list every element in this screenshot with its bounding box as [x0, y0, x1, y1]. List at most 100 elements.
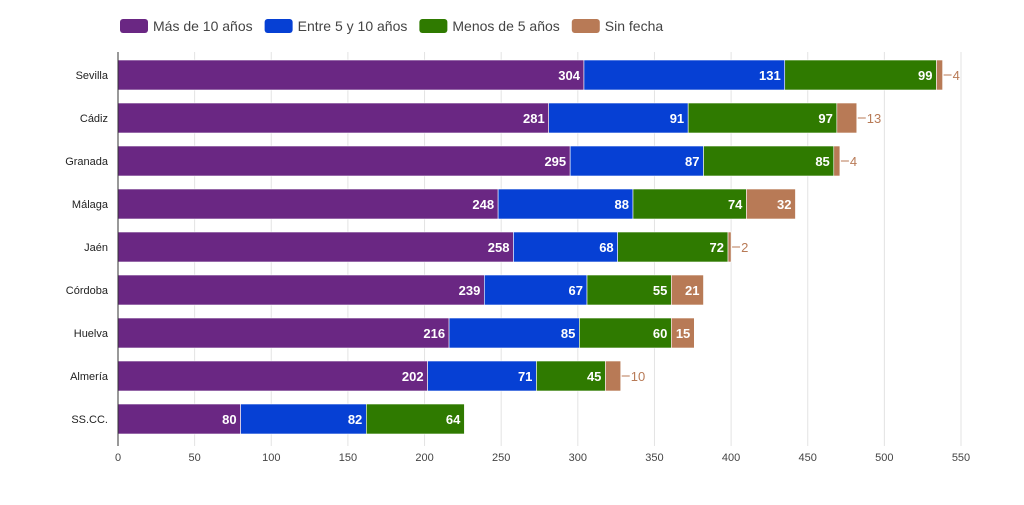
data-label: 85: [815, 154, 829, 169]
category-label: Córdoba: [66, 285, 109, 297]
category-label: Almería: [70, 371, 109, 383]
data-label: 87: [685, 154, 699, 169]
data-labels: 304 131 99 4 281 91 97 13 295 87 85 4 248 88 74 32 258 68…: [222, 68, 960, 427]
bar-sin-fecha: [833, 145, 841, 177]
bar-menos-de-5-a-os: [632, 188, 747, 220]
x-axis-ticks: 0 50 100 150 200 250 300 350 400 450 500 550: [115, 452, 970, 464]
bar-entre-5-y-10-a-os: [427, 360, 537, 392]
data-label: 97: [818, 111, 832, 126]
data-label: 64: [446, 412, 461, 427]
x-tick-label: 400: [722, 452, 740, 464]
data-label: 91: [670, 111, 684, 126]
bar-entre-5-y-10-a-os: [484, 274, 588, 306]
bar-menos-de-5-a-os: [366, 403, 465, 435]
bar-sin-fecha: [671, 274, 704, 306]
bar-entre-5-y-10-a-os: [497, 188, 634, 220]
bar-entre-5-y-10-a-os: [448, 317, 580, 349]
data-label: 45: [587, 369, 601, 384]
data-label: 85: [561, 326, 575, 341]
bar-menos-de-5-a-os: [703, 145, 835, 177]
data-label: 80: [222, 412, 236, 427]
data-label: 2: [741, 240, 748, 255]
x-tick-label: 500: [875, 452, 893, 464]
category-labels: Sevilla Cádiz Granada Málaga Jaén Córdoba Huel…: [65, 70, 109, 426]
bar-m-s-de-10-a-os: [117, 231, 514, 263]
bar-sin-fecha: [605, 360, 622, 392]
bar-m-s-de-10-a-os: [117, 274, 485, 306]
data-label: 74: [728, 197, 743, 212]
data-label: 216: [423, 326, 445, 341]
x-tick-label: 550: [952, 452, 970, 464]
category-label: Cádiz: [80, 113, 108, 125]
legend-swatch: [264, 19, 293, 33]
bar-m-s-de-10-a-os: [117, 145, 571, 177]
legend-label: Menos de 5 años: [452, 18, 559, 34]
bar-entre-5-y-10-a-os: [548, 102, 689, 134]
bar-m-s-de-10-a-os: [117, 317, 450, 349]
data-label: 55: [653, 283, 667, 298]
data-label: 67: [569, 283, 583, 298]
legend-label: Sin fecha: [605, 18, 664, 34]
x-tick-label: 0: [115, 452, 121, 464]
category-label: Sevilla: [76, 70, 109, 82]
bar-entre-5-y-10-a-os: [569, 145, 704, 177]
bar-entre-5-y-10-a-os: [513, 231, 618, 263]
data-label: 72: [710, 240, 724, 255]
bar-m-s-de-10-a-os: [117, 360, 428, 392]
category-label: Granada: [65, 156, 109, 168]
bar-menos-de-5-a-os: [579, 317, 672, 349]
data-label: 88: [615, 197, 629, 212]
data-label: 131: [759, 68, 781, 83]
data-label: 202: [402, 369, 424, 384]
bar-entre-5-y-10-a-os: [240, 403, 367, 435]
bar-sin-fecha: [746, 188, 796, 220]
bar-m-s-de-10-a-os: [117, 102, 549, 134]
category-label: Málaga: [72, 199, 109, 211]
legend: Más de 10 años Entre 5 y 10 años Menos de …: [120, 18, 663, 34]
data-label: 10: [631, 369, 645, 384]
data-label: 32: [777, 197, 791, 212]
data-label: 99: [918, 68, 932, 83]
data-label: 4: [953, 68, 960, 83]
category-label: SS.CC.: [71, 414, 108, 426]
legend-swatch: [120, 19, 148, 33]
x-tick-label: 150: [339, 452, 357, 464]
legend-swatch: [419, 19, 448, 33]
bar-m-s-de-10-a-os: [117, 59, 585, 91]
data-label: 295: [544, 154, 566, 169]
data-label: 304: [558, 68, 580, 83]
data-label: 248: [472, 197, 494, 212]
legend-swatch: [571, 19, 600, 33]
bar-menos-de-5-a-os: [784, 59, 937, 91]
data-label: 239: [459, 283, 481, 298]
bar-entre-5-y-10-a-os: [583, 59, 786, 91]
data-label: 281: [523, 111, 545, 126]
bar-group: [117, 59, 943, 435]
data-label: 13: [867, 111, 881, 126]
bar-menos-de-5-a-os: [617, 231, 729, 263]
data-label: 15: [676, 326, 690, 341]
x-tick-label: 250: [492, 452, 510, 464]
bar-menos-de-5-a-os: [687, 102, 838, 134]
legend-label: Entre 5 y 10 años: [298, 18, 408, 34]
x-tick-label: 300: [569, 452, 587, 464]
category-label: Huelva: [74, 328, 109, 340]
bar-m-s-de-10-a-os: [117, 188, 499, 220]
data-label: 71: [518, 369, 532, 384]
legend-label: Más de 10 años: [153, 18, 253, 34]
data-label: 60: [653, 326, 667, 341]
data-label: 4: [850, 154, 857, 169]
data-label: 68: [599, 240, 613, 255]
bar-sin-fecha: [836, 102, 858, 134]
data-label: 82: [348, 412, 362, 427]
x-tick-label: 200: [415, 452, 433, 464]
data-label: 21: [685, 283, 699, 298]
data-label: 258: [488, 240, 510, 255]
bar-sin-fecha: [727, 231, 732, 263]
bar-sin-fecha: [671, 317, 695, 349]
x-tick-label: 50: [189, 452, 201, 464]
category-label: Jaén: [84, 242, 108, 254]
x-tick-label: 450: [799, 452, 817, 464]
x-tick-label: 350: [645, 452, 663, 464]
